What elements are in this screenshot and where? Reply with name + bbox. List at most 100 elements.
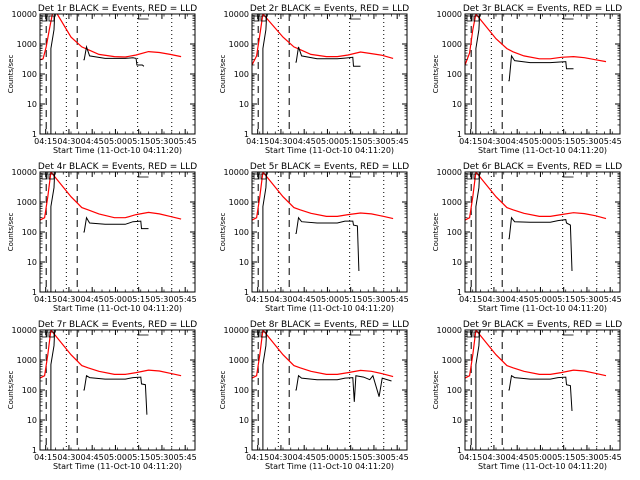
corner-marker xyxy=(48,173,55,180)
x-axis-label: Start Time (11-Oct-10 04:11:20) xyxy=(265,462,394,471)
chart-title: Det 9r BLACK = Events, RED = LLD xyxy=(463,320,622,330)
lld-series-line xyxy=(465,172,607,221)
y-tick-label: 1 xyxy=(244,446,249,455)
y-tick-label: 10000 xyxy=(437,326,462,335)
events-series-line xyxy=(508,216,573,272)
x-tick-label: 04:30 xyxy=(269,295,292,304)
chart-title: Det 2r BLACK = Events, RED = LLD xyxy=(250,4,409,14)
y-tick-label: 10 xyxy=(27,416,37,425)
lld-series-line xyxy=(252,14,394,66)
lld-series-line xyxy=(40,330,182,379)
y-tick-label: 1 xyxy=(32,130,37,139)
x-tick-label: 05:45 xyxy=(174,453,197,462)
chart-title: Det 4r BLACK = Events, RED = LLD xyxy=(38,162,197,172)
y-axis-label: Counts/sec xyxy=(432,55,440,94)
chart-panel-7: 1 10 100 1000 10000 04:15 04:30 04:45 05:00 05:15… xyxy=(7,320,197,471)
x-axis-label: Start Time (11-Oct-10 04:11:20) xyxy=(53,462,182,471)
corner-marker xyxy=(260,15,267,22)
x-tick-label: 05:15 xyxy=(339,453,362,462)
x-tick-label: 05:30 xyxy=(575,137,598,146)
y-tick-label: 10000 xyxy=(224,326,249,335)
plot-area xyxy=(465,172,607,292)
lld-series-line xyxy=(252,330,394,379)
y-axis-label: Counts/sec xyxy=(219,213,227,252)
plot-area xyxy=(252,330,394,450)
chart-panel-3: 1 10 100 1000 10000 04:15 04:30 04:45 05:00 05:15… xyxy=(432,4,622,155)
y-axis-label: Counts/sec xyxy=(432,371,440,410)
y-axis-label: Counts/sec xyxy=(7,213,15,252)
chart-panel-2: 1 10 100 1000 10000 04:15 04:30 04:45 05:00 05:15… xyxy=(219,4,409,155)
chart-title: Det 8r BLACK = Events, RED = LLD xyxy=(250,320,409,330)
x-tick-label: 04:45 xyxy=(293,295,316,304)
x-tick-label: 04:15 xyxy=(246,137,269,146)
x-tick-label: 05:00 xyxy=(104,137,127,146)
x-tick-label: 04:30 xyxy=(482,295,505,304)
plot-area xyxy=(465,14,607,134)
lld-series-line xyxy=(40,172,182,221)
events-series-line xyxy=(40,14,56,134)
x-tick-label: 04:15 xyxy=(459,295,482,304)
y-tick-label: 10 xyxy=(452,100,462,109)
chart-panel-6: 1 10 100 1000 10000 04:15 04:30 04:45 05:00 05:15… xyxy=(432,162,622,313)
x-tick-label: 05:00 xyxy=(316,295,339,304)
plot-area xyxy=(252,172,394,292)
y-tick-label: 1 xyxy=(457,446,462,455)
x-tick-label: 05:45 xyxy=(599,137,622,146)
y-axis-label: Counts/sec xyxy=(219,55,227,94)
events-series-line xyxy=(83,374,148,415)
y-tick-label: 10000 xyxy=(12,326,37,335)
x-axis-label: Start Time (11-Oct-10 04:11:20) xyxy=(478,304,607,313)
y-tick-label: 100 xyxy=(447,228,462,237)
x-tick-label: 04:30 xyxy=(482,453,505,462)
x-tick-label: 05:15 xyxy=(552,137,575,146)
corner-marker xyxy=(473,15,480,22)
x-tick-label: 05:30 xyxy=(362,295,385,304)
x-tick-label: 05:30 xyxy=(362,137,385,146)
y-tick-label: 10 xyxy=(239,100,249,109)
events-series-line xyxy=(508,374,573,412)
events-series-line xyxy=(465,330,481,450)
events-series-line xyxy=(40,172,56,292)
events-series-line xyxy=(252,330,268,450)
events-series-line xyxy=(295,374,392,402)
y-tick-label: 100 xyxy=(234,386,249,395)
x-tick-label: 05:15 xyxy=(127,137,150,146)
chart-panel-4: 1 10 100 1000 10000 04:15 04:30 04:45 05:00 05:15… xyxy=(7,162,197,313)
x-tick-label: 04:15 xyxy=(246,453,269,462)
x-tick-label: 04:15 xyxy=(246,295,269,304)
events-series-line xyxy=(465,14,481,134)
chart-panel-8: 1 10 100 1000 10000 04:15 04:30 04:45 05:00 05:15… xyxy=(219,320,409,471)
x-tick-label: 05:15 xyxy=(339,137,362,146)
y-tick-label: 100 xyxy=(447,70,462,79)
x-tick-label: 05:15 xyxy=(552,453,575,462)
x-tick-label: 04:15 xyxy=(459,453,482,462)
x-tick-label: 05:30 xyxy=(362,453,385,462)
x-tick-label: 04:30 xyxy=(482,137,505,146)
y-tick-label: 10000 xyxy=(12,168,37,177)
x-tick-label: 04:45 xyxy=(293,137,316,146)
x-tick-label: 04:30 xyxy=(269,137,292,146)
events-series-line xyxy=(252,14,268,134)
corner-marker xyxy=(48,331,55,338)
x-tick-label: 04:45 xyxy=(81,137,104,146)
x-tick-label: 04:45 xyxy=(506,137,529,146)
y-tick-label: 1000 xyxy=(229,198,249,207)
chart-panel-5: 1 10 100 1000 10000 04:15 04:30 04:45 05:00 05:15… xyxy=(219,162,409,313)
y-tick-label: 10000 xyxy=(437,10,462,19)
x-tick-label: 04:30 xyxy=(57,295,80,304)
x-tick-label: 05:45 xyxy=(174,295,197,304)
corner-marker xyxy=(473,331,480,338)
y-tick-label: 1000 xyxy=(442,40,462,49)
x-tick-label: 05:00 xyxy=(104,295,127,304)
plot-area xyxy=(40,172,182,292)
y-tick-label: 10 xyxy=(452,258,462,267)
x-tick-label: 05:30 xyxy=(150,453,173,462)
y-tick-label: 1000 xyxy=(442,198,462,207)
y-tick-label: 10000 xyxy=(224,10,249,19)
y-axis-label: Counts/sec xyxy=(7,55,15,94)
y-tick-label: 1000 xyxy=(17,198,37,207)
y-axis-label: Counts/sec xyxy=(7,371,15,410)
x-tick-label: 05:00 xyxy=(529,137,552,146)
corner-marker xyxy=(473,173,480,180)
